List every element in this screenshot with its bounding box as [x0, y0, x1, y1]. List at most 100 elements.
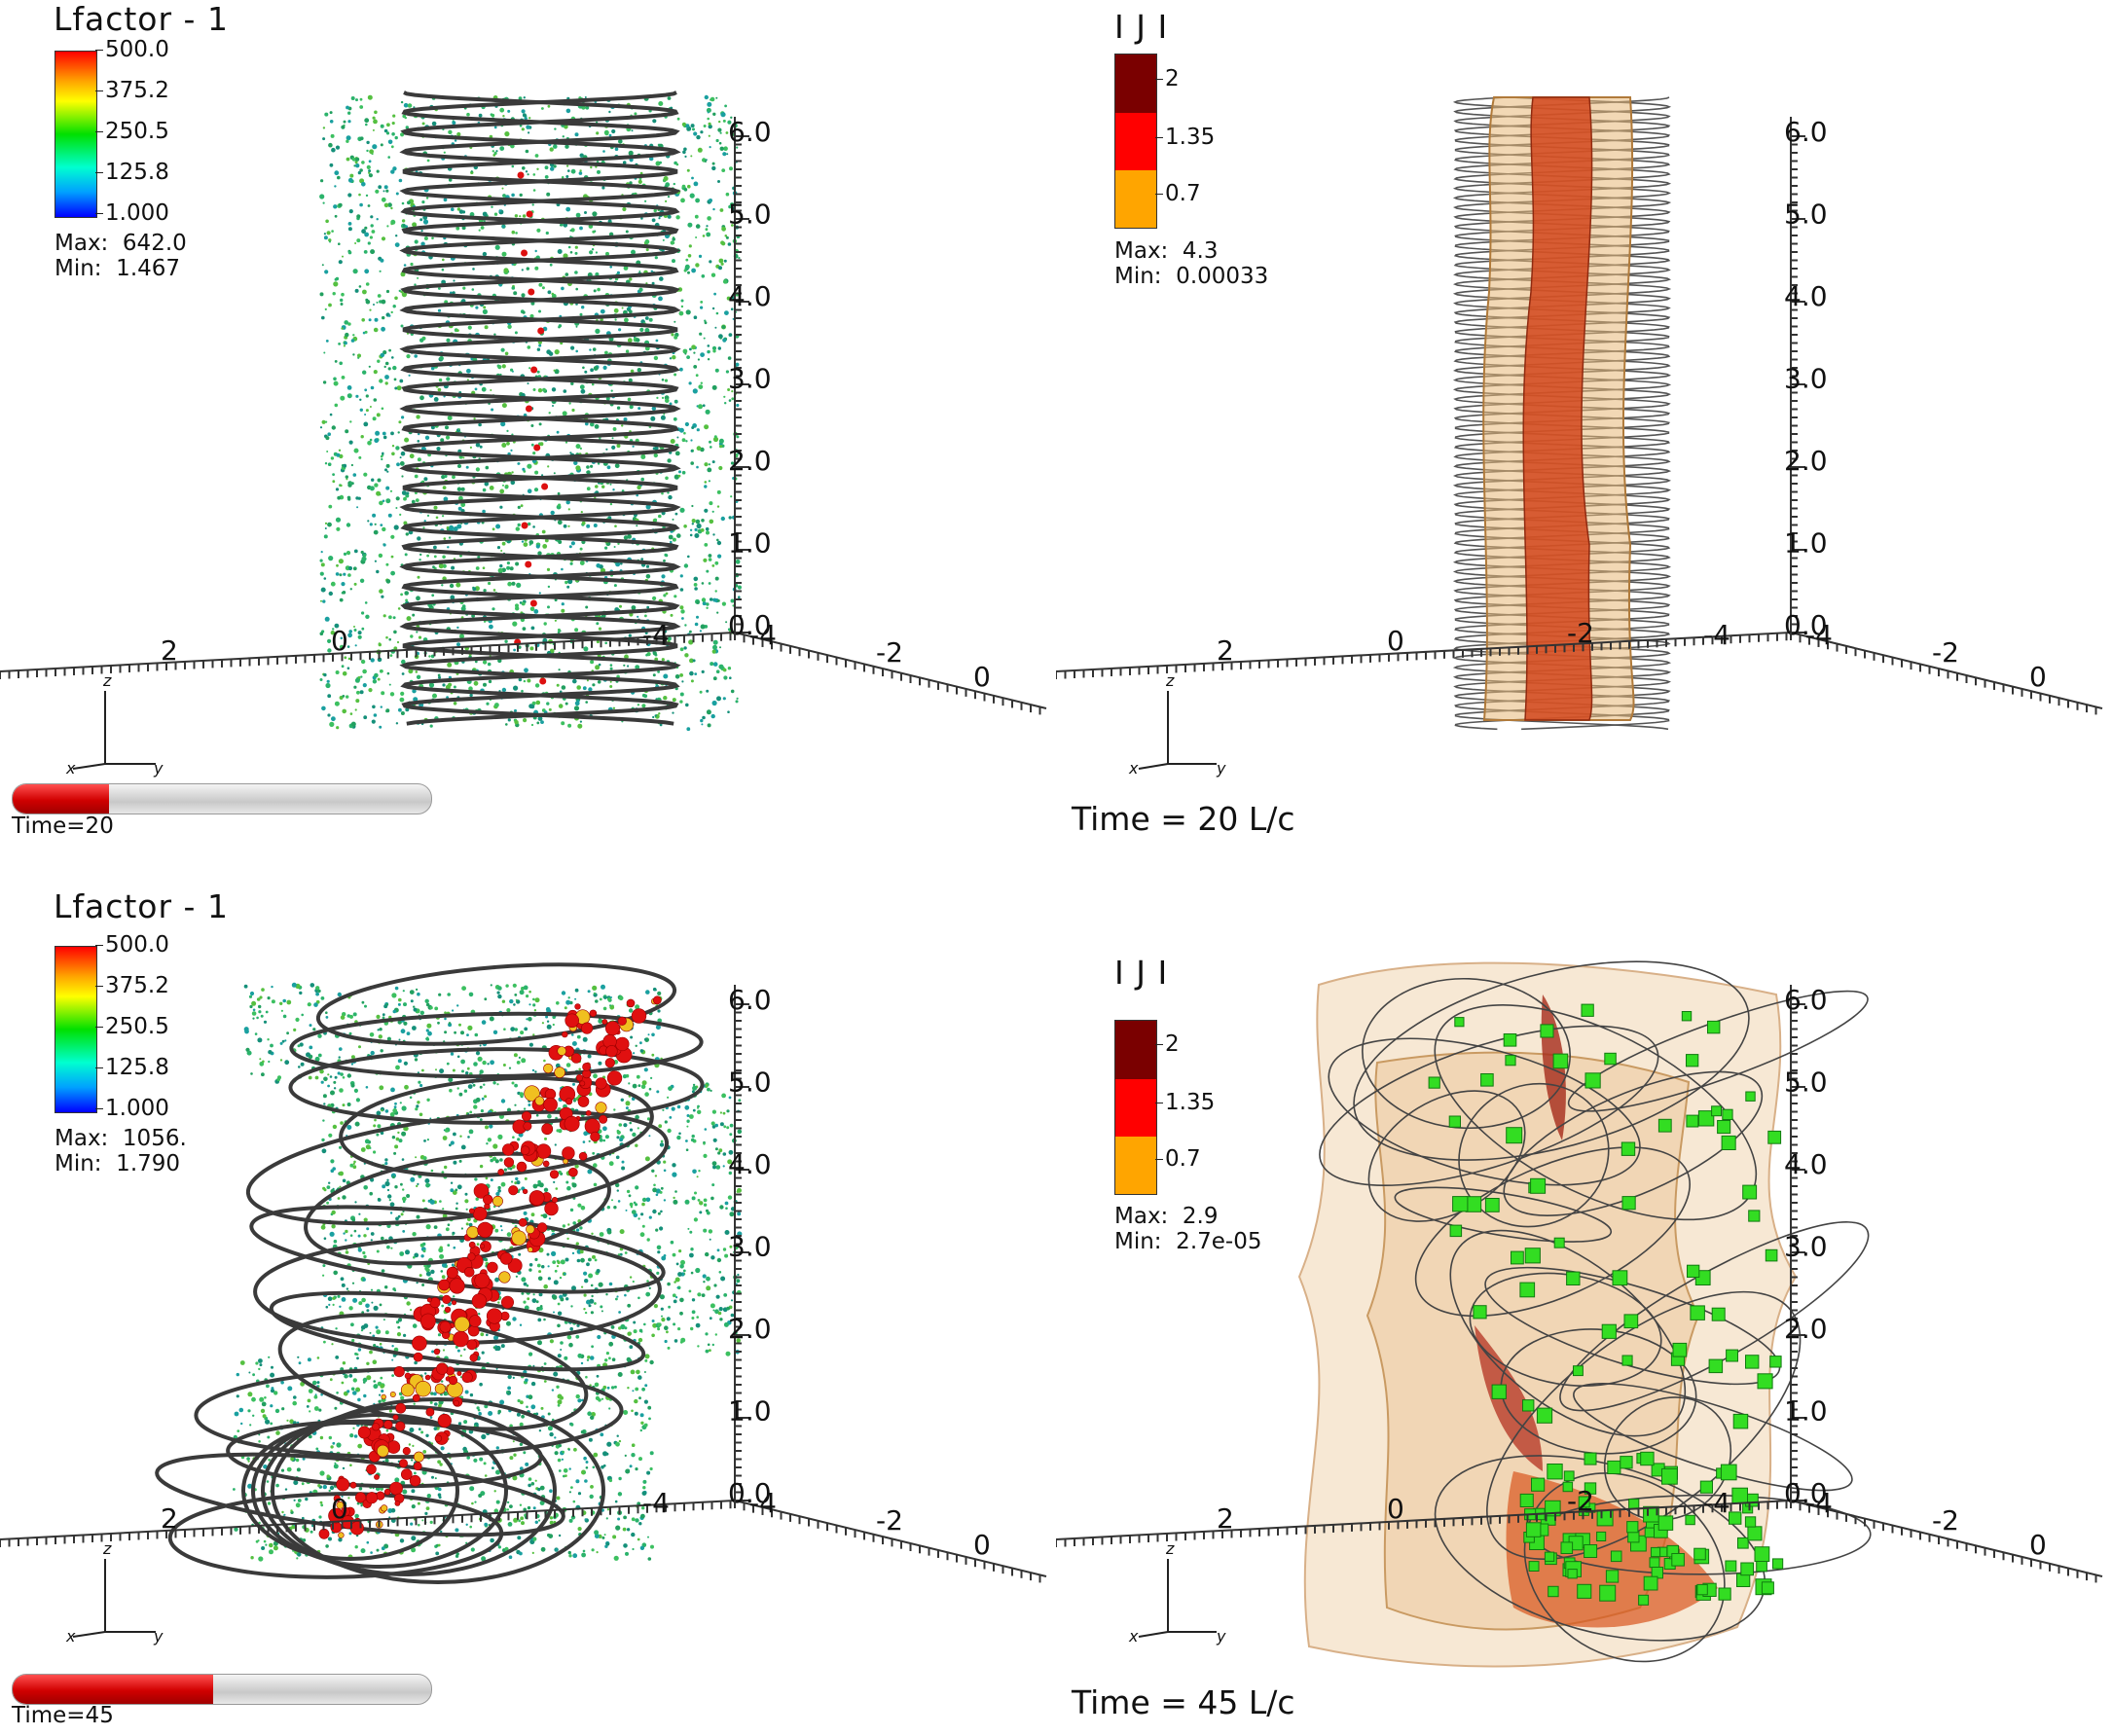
colorbar-tick-4: 125.8	[95, 160, 169, 185]
x-axis-label: 0	[973, 661, 991, 693]
x-axis-label: -2	[876, 636, 903, 669]
triad-label: x	[65, 759, 76, 778]
colorbar	[1114, 54, 1157, 229]
z-axis-label: 6.0	[728, 984, 772, 1016]
x-axis-label: -4	[1703, 1487, 1730, 1519]
max-value: Max: 1056.	[55, 1126, 187, 1151]
particle-cloud	[233, 982, 743, 1562]
colorbar-tick-1: 2	[1155, 1031, 1180, 1057]
z-axis-label: 3.0	[728, 363, 772, 395]
scene-current-t45: 6.05.04.03.02.01.00.02 0 -2 -4 -4-20 zx y	[1056, 960, 2103, 1668]
x-axis-label: -2	[1567, 617, 1594, 649]
z-axis-label: 2.0	[728, 1313, 772, 1345]
z-axis-label: 4.0	[1784, 1148, 1828, 1180]
x-axis-label: 0	[2029, 661, 2047, 693]
x-axis-label: -2	[1932, 636, 1959, 669]
particle-markers	[1428, 1003, 1784, 1606]
z-axis-label: 1.0	[728, 527, 772, 560]
scene-current-t20: 6.05.04.03.02.01.00.02 0 -2 -4 -4-20 zx y	[1056, 96, 2103, 778]
colorbar-seg-orange	[1115, 1137, 1156, 1194]
time-slider-fill	[13, 784, 109, 814]
z-axis-label: 4.0	[1784, 280, 1828, 312]
axes: 6.05.04.03.02.01.00.02 0 -2 -4 -4-20	[1056, 116, 2103, 715]
orientation-triad	[1138, 1559, 1217, 1638]
time-label: Time=20	[12, 814, 114, 839]
x-axis-label: -4	[749, 1487, 777, 1519]
x-axis-label: 2	[161, 634, 178, 667]
colorbar-title: I J I	[1114, 954, 1169, 992]
colorbar-tick-3: 250.5	[95, 1014, 169, 1039]
z-axis-label: 4.0	[728, 280, 772, 312]
colorbar-tick-5: 1.000	[95, 200, 169, 226]
x-axis-label: -2	[876, 1504, 903, 1537]
x-axis-label: 0	[1387, 625, 1404, 657]
x-axis-label: -4	[1703, 619, 1730, 651]
scene-lfactor-t20: 6.05.04.03.02.01.00.02 0 -4 -4-20 zx y	[0, 90, 1047, 778]
triad-label: z	[1165, 671, 1175, 690]
colorbar-tick-2: 1.35	[1154, 125, 1216, 150]
z-axis-label: 5.0	[728, 199, 772, 231]
z-axis-label: 1.0	[1784, 1395, 1828, 1428]
min-value: Min: 1.790	[55, 1151, 181, 1176]
axes: 6.05.04.03.02.01.00.02 0 -4 -4-20	[0, 984, 1047, 1583]
colorbar-tick-2: 1.35	[1154, 1090, 1216, 1115]
z-axis-label: 2.0	[1784, 445, 1828, 477]
colorbar-tick-4: 125.8	[95, 1055, 169, 1080]
orientation-triad	[72, 691, 156, 770]
orientation-triad	[1138, 691, 1217, 770]
z-axis-label: 2.0	[728, 445, 772, 477]
colorbar-tick-1: 2	[1155, 66, 1180, 91]
max-value: Max: 642.0	[55, 231, 187, 256]
colorbar-tick-5: 1.000	[95, 1096, 169, 1121]
min-value: Min: 2.7e-05	[1114, 1229, 1262, 1254]
z-axis-label: 5.0	[1784, 199, 1828, 231]
colorbar-seg-red	[1115, 1079, 1156, 1137]
colorbar-tick-3: 0.7	[1155, 181, 1201, 206]
colorbar-seg-dark-red	[1115, 1021, 1156, 1079]
time-slider[interactable]	[12, 783, 432, 814]
field-lines	[399, 90, 681, 726]
x-axis-label: 0	[331, 625, 348, 657]
colorbar	[55, 51, 97, 218]
colorbar-seg-orange	[1115, 170, 1156, 228]
colorbar	[55, 946, 97, 1113]
colorbar-tick-2: 375.2	[95, 78, 169, 103]
colorbar-seg-dark-red	[1115, 54, 1156, 113]
z-axis-label: 6.0	[728, 116, 772, 148]
x-axis-label: 0	[973, 1529, 991, 1561]
time-label: Time = 45 L/c	[1072, 1683, 1295, 1721]
triad-label: x	[1128, 1627, 1139, 1646]
z-axis-label: 3.0	[1784, 1231, 1828, 1263]
triad-label: x	[65, 1627, 76, 1646]
z-axis-label: 6.0	[1784, 116, 1828, 148]
field-lines	[155, 962, 705, 1584]
triad-label: y	[153, 759, 164, 778]
time-slider[interactable]	[12, 1674, 432, 1705]
z-axis-label: 1.0	[1784, 527, 1828, 560]
colorbar-tick-1: 500.0	[95, 37, 169, 62]
max-value: Max: 2.9	[1114, 1204, 1219, 1229]
axes: 6.05.04.03.02.01.00.02 0 -4 -4-20	[0, 116, 1047, 715]
z-axis-label: 5.0	[1784, 1067, 1828, 1099]
max-value: Max: 4.3	[1114, 238, 1219, 264]
x-axis-label: -4	[749, 619, 777, 651]
isosurface-inner	[1522, 96, 1593, 721]
colorbar-title: I J I	[1114, 8, 1169, 46]
z-axis-label: 3.0	[1784, 363, 1828, 395]
colorbar-seg-red	[1115, 113, 1156, 170]
colorbar	[1114, 1020, 1157, 1195]
orientation-triad	[72, 1559, 156, 1638]
axes: 6.05.04.03.02.01.00.02 0 -2 -4 -4-20	[1056, 984, 2103, 1583]
triad-label: x	[1128, 759, 1139, 778]
x-axis-label: -4	[1805, 619, 1833, 651]
x-axis-label: -4	[642, 1487, 670, 1519]
scene-lfactor-t45: 6.05.04.03.02.01.00.02 0 -4 -4-20 zx y	[0, 962, 1047, 1646]
triad-label: z	[102, 1539, 112, 1558]
z-axis-label: 6.0	[1784, 984, 1828, 1016]
x-axis-label: 2	[1217, 634, 1234, 667]
time-label: Time=45	[12, 1703, 114, 1728]
x-axis-label: 2	[1217, 1502, 1234, 1535]
colorbar-tick-2: 375.2	[95, 973, 169, 998]
